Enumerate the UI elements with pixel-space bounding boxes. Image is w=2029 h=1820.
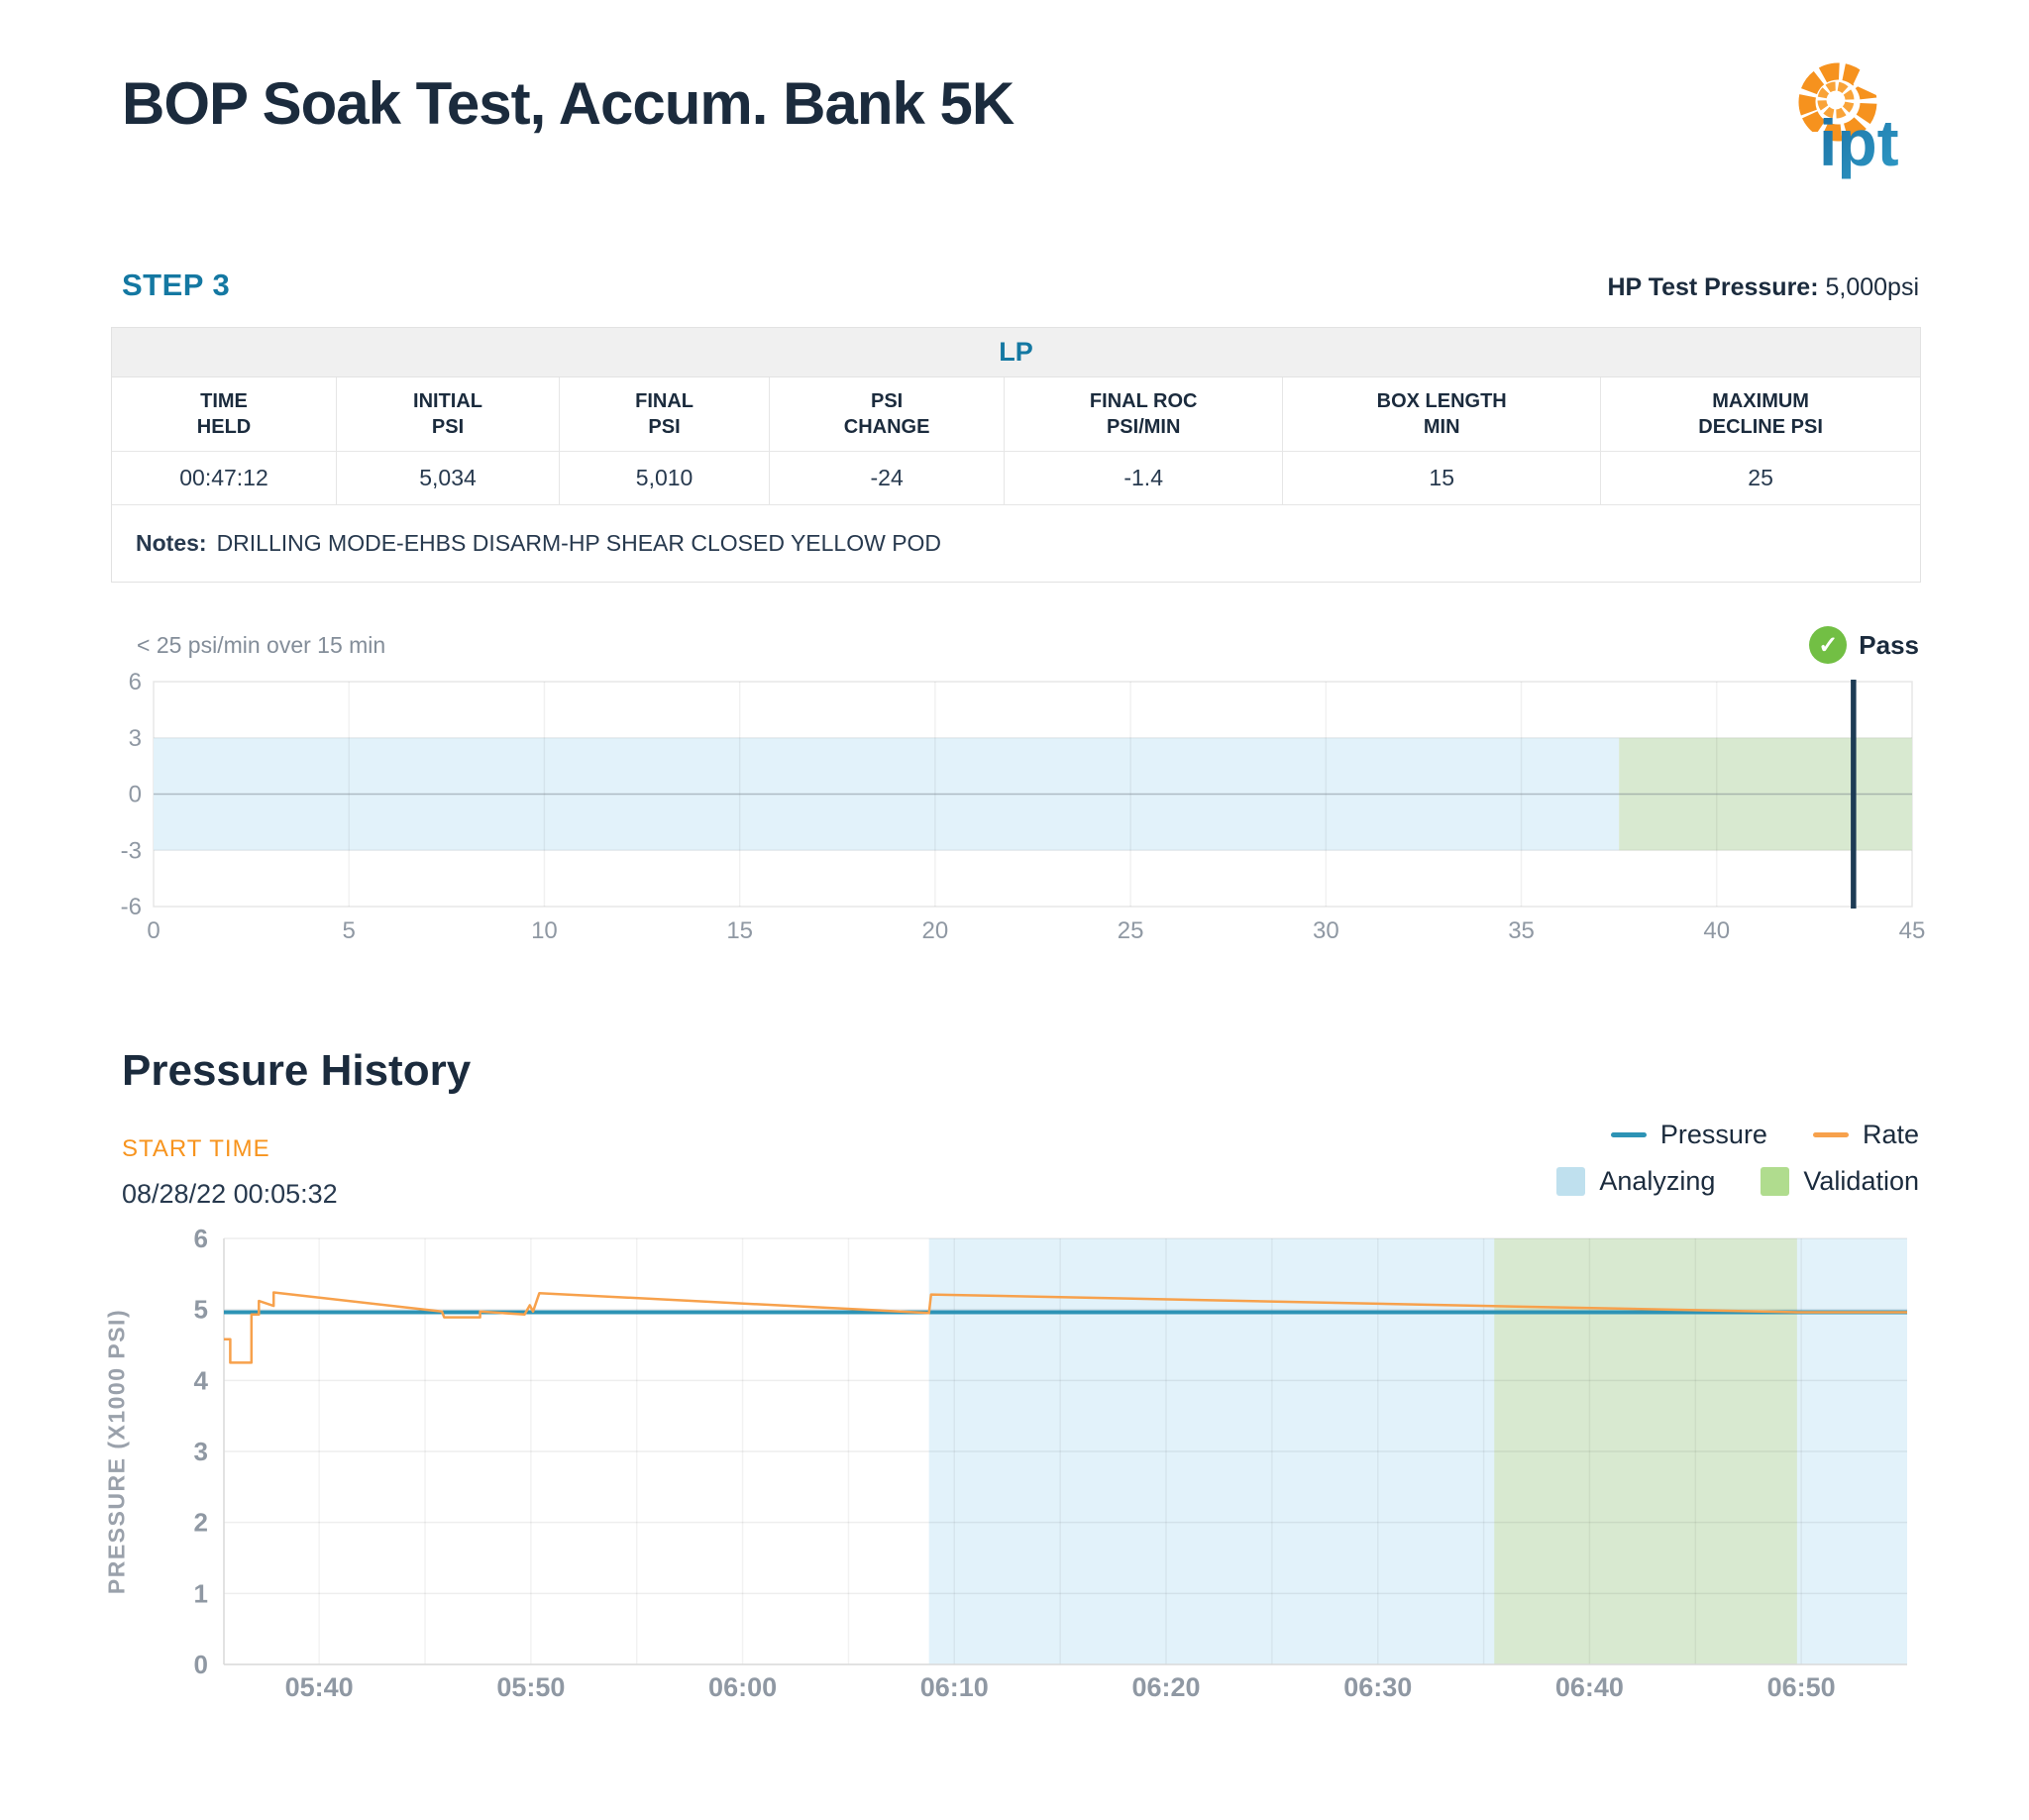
- hp-test-pressure-value: 5,000psi: [1818, 273, 1919, 301]
- pressure-history-title: Pressure History: [122, 1046, 472, 1095]
- legend-label: Validation: [1803, 1166, 1919, 1196]
- table-cell-final-psi: 5,010: [560, 451, 771, 504]
- notes-label: Notes:: [136, 530, 207, 556]
- hp-test-pressure-label: HP Test Pressure:: [1607, 273, 1819, 301]
- step-heading: STEP 3: [122, 268, 231, 302]
- column-header: FINAL ROC PSI/MIN: [1005, 377, 1284, 451]
- table-group-header: LP: [112, 328, 1920, 377]
- column-header: TIME HELD: [112, 377, 338, 451]
- x-tick-label: 25: [1118, 917, 1144, 944]
- table-notes-row: Notes: DRILLING MODE-EHBS DISARM-HP SHEA…: [112, 504, 1920, 582]
- legend-label: Rate: [1862, 1120, 1919, 1149]
- y-tick-label: 1: [194, 1578, 208, 1608]
- legend-item-validation: Validation: [1761, 1166, 1919, 1197]
- column-header: FINAL PSI: [560, 377, 771, 451]
- lp-test-table: LP TIME HELD INITIAL PSI FINAL PSI PSI C…: [111, 327, 1921, 583]
- table-cell-max-decline: 25: [1601, 451, 1920, 504]
- y-tick-label: 0: [129, 782, 142, 808]
- column-header: INITIAL PSI: [337, 377, 561, 451]
- table-cell-psi-change: -24: [770, 451, 1006, 504]
- x-tick-label: 10: [531, 917, 558, 944]
- x-tick-label: 5: [343, 917, 356, 944]
- x-tick-label: 06:00: [708, 1672, 777, 1702]
- chart-legend: Pressure Rate Analyzing Validation: [1556, 1120, 1919, 1197]
- x-tick-label: 45: [1899, 917, 1926, 944]
- hp-test-pressure: HP Test Pressure: 5,000psi: [1607, 273, 1919, 302]
- rate-line: [224, 1291, 1907, 1364]
- legend-item-analyzing: Analyzing: [1556, 1166, 1715, 1197]
- legend-item-pressure: Pressure: [1610, 1120, 1767, 1150]
- y-tick-label: 2: [194, 1508, 208, 1538]
- notes-text: DRILLING MODE-EHBS DISARM-HP SHEAR CLOSE…: [216, 530, 942, 556]
- x-tick-label: 15: [726, 917, 753, 944]
- x-tick-label: 35: [1508, 917, 1535, 944]
- analyzing-swatch: [1556, 1167, 1586, 1196]
- y-tick-label: -6: [121, 894, 142, 920]
- y-tick-label: 5: [194, 1295, 208, 1325]
- x-tick-label: 06:40: [1555, 1672, 1624, 1702]
- table-cell-time-held: 00:47:12: [112, 451, 338, 504]
- x-tick-label: 20: [922, 917, 949, 944]
- x-tick-label: 30: [1313, 917, 1339, 944]
- table-cell-final-roc: -1.4: [1005, 451, 1284, 504]
- table-header-row: TIME HELD INITIAL PSI FINAL PSI PSI CHAN…: [112, 377, 1920, 451]
- analyzing-band: [154, 737, 1620, 851]
- x-tick-label: 05:40: [285, 1672, 354, 1702]
- x-tick-label: 05:50: [496, 1672, 565, 1702]
- validation-chart-threshold-label: < 25 psi/min over 15 min: [137, 632, 386, 658]
- start-time-label: START TIME: [122, 1135, 270, 1162]
- x-tick-label: 06:20: [1131, 1672, 1200, 1702]
- rate-line-swatch: [1812, 1132, 1849, 1137]
- pressure-line-swatch: [1610, 1132, 1647, 1137]
- y-tick-label: 3: [194, 1437, 208, 1466]
- y-tick-label: 6: [194, 1229, 208, 1253]
- x-tick-label: 0: [147, 917, 160, 944]
- logo-text: ipt: [1819, 106, 1899, 179]
- legend-label: Pressure: [1659, 1120, 1767, 1149]
- column-header: BOX LENGTH MIN: [1283, 377, 1602, 451]
- legend-label: Analyzing: [1599, 1166, 1716, 1196]
- y-tick-label: 6: [129, 669, 142, 696]
- pass-check-icon: ✓: [1809, 626, 1848, 664]
- y-tick-label: 3: [129, 725, 142, 752]
- y-tick-label: 0: [194, 1650, 208, 1679]
- pass-badge: ✓ Pass: [1809, 626, 1919, 664]
- y-tick-label: 4: [194, 1365, 209, 1395]
- page-title: BOP Soak Test, Accum. Bank 5K: [122, 70, 1014, 137]
- validation-band: [1619, 737, 1912, 851]
- y-tick-label: -3: [121, 837, 142, 864]
- column-header: PSI CHANGE: [770, 377, 1006, 451]
- x-tick-label: 06:50: [1767, 1672, 1836, 1702]
- pressure-history-chart: 0 1 2 3 4 5 6 05:40 05:50 06:00 06:10 06:20 06:30 06:…: [194, 1229, 1907, 1702]
- pass-label: Pass: [1859, 629, 1919, 660]
- x-tick-label: 40: [1703, 917, 1730, 944]
- table-value-row: 00:47:12 5,034 5,010 -24 -1.4 15 25: [112, 451, 1920, 504]
- x-tick-label: 06:10: [920, 1672, 989, 1702]
- start-time-value: 08/28/22 00:05:32: [122, 1179, 338, 1209]
- table-cell-box-length: 15: [1283, 451, 1602, 504]
- ipt-logo: ipt: [1798, 56, 1902, 179]
- legend-item-rate: Rate: [1812, 1120, 1919, 1150]
- column-header: MAXIMUM DECLINE PSI: [1698, 390, 1823, 438]
- x-tick-label: 06:30: [1343, 1672, 1412, 1702]
- validation-swatch: [1761, 1167, 1790, 1196]
- table-cell-initial-psi: 5,034: [337, 451, 561, 504]
